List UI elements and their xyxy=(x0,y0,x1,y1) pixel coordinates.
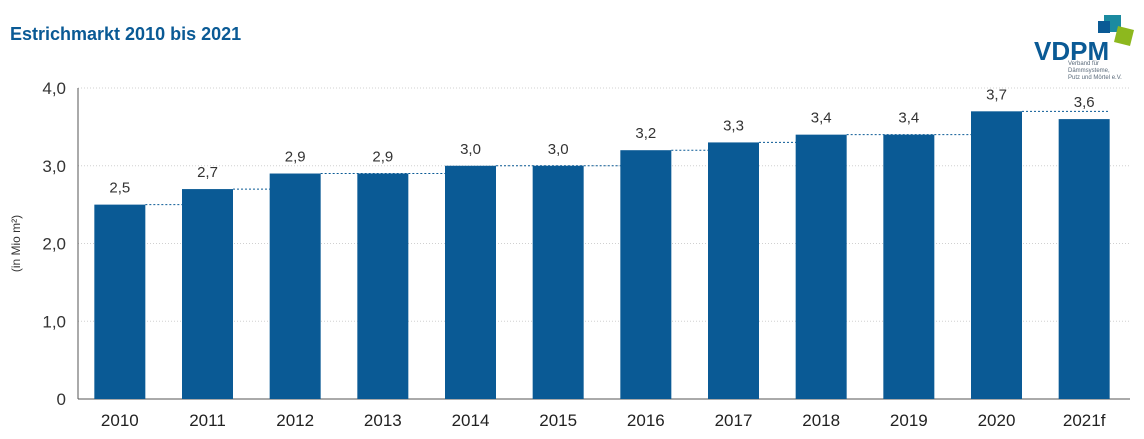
x-tick-label: 2019 xyxy=(890,411,928,430)
x-tick-label: 2012 xyxy=(276,411,314,430)
x-tick-label: 2017 xyxy=(715,411,753,430)
bar xyxy=(532,165,584,399)
y-tick-label: 3,0 xyxy=(42,157,66,176)
x-tick-label: 2015 xyxy=(539,411,577,430)
x-tick-label: 2014 xyxy=(452,411,490,430)
bar xyxy=(445,165,496,399)
bar xyxy=(1058,119,1110,399)
data-label: 2,9 xyxy=(372,149,393,166)
bar xyxy=(795,134,847,399)
logo-name: VDPM xyxy=(1034,36,1110,66)
bar xyxy=(883,134,935,399)
data-label: 3,3 xyxy=(723,117,744,134)
logo-subtitle-line1: Verband für Dämmsysteme, xyxy=(1068,61,1110,74)
chart-title: Estrichmarkt 2010 bis 2021 xyxy=(10,24,242,44)
y-axis-label: (in Mio m²) xyxy=(9,215,23,272)
logo-shape-green xyxy=(1114,26,1134,46)
x-tick-label: 2021f xyxy=(1063,411,1106,430)
logo-subtitle-line2: Putz und Mörtel e.V. xyxy=(1068,75,1122,81)
bar xyxy=(269,173,321,399)
x-tick-label: 2011 xyxy=(189,411,226,430)
y-tick-label: 1,0 xyxy=(42,312,66,331)
x-tick-label: 2013 xyxy=(364,411,402,430)
logo-subtitle: Verband für Dämmsysteme, Putz und Mörtel… xyxy=(1068,61,1138,82)
x-tick-label: 2020 xyxy=(978,411,1016,430)
bar xyxy=(708,142,759,400)
data-label: 3,0 xyxy=(460,141,481,158)
data-label: 2,7 xyxy=(197,164,218,181)
x-tick-label: 2010 xyxy=(101,411,139,430)
vdpm-logo-icon xyxy=(1098,15,1134,46)
bar xyxy=(182,189,233,399)
data-label: 3,0 xyxy=(548,141,569,158)
data-label: 3,4 xyxy=(898,110,919,127)
bar xyxy=(620,150,672,399)
bar xyxy=(357,173,409,399)
data-label: 3,7 xyxy=(986,86,1007,103)
x-tick-label: 2018 xyxy=(802,411,840,430)
y-tick-label: 2,0 xyxy=(42,235,66,254)
y-tick-label: 4,0 xyxy=(42,79,66,98)
data-label: 3,4 xyxy=(811,110,832,127)
data-label: 3,6 xyxy=(1074,94,1095,111)
data-label: 2,5 xyxy=(109,180,130,197)
y-tick-label: 0 xyxy=(57,390,66,409)
bar xyxy=(971,111,1022,399)
bar xyxy=(94,204,146,399)
data-label: 2,9 xyxy=(285,149,306,166)
x-tick-label: 2016 xyxy=(627,411,665,430)
data-label: 3,2 xyxy=(635,125,656,142)
logo-square-dark xyxy=(1098,21,1110,33)
